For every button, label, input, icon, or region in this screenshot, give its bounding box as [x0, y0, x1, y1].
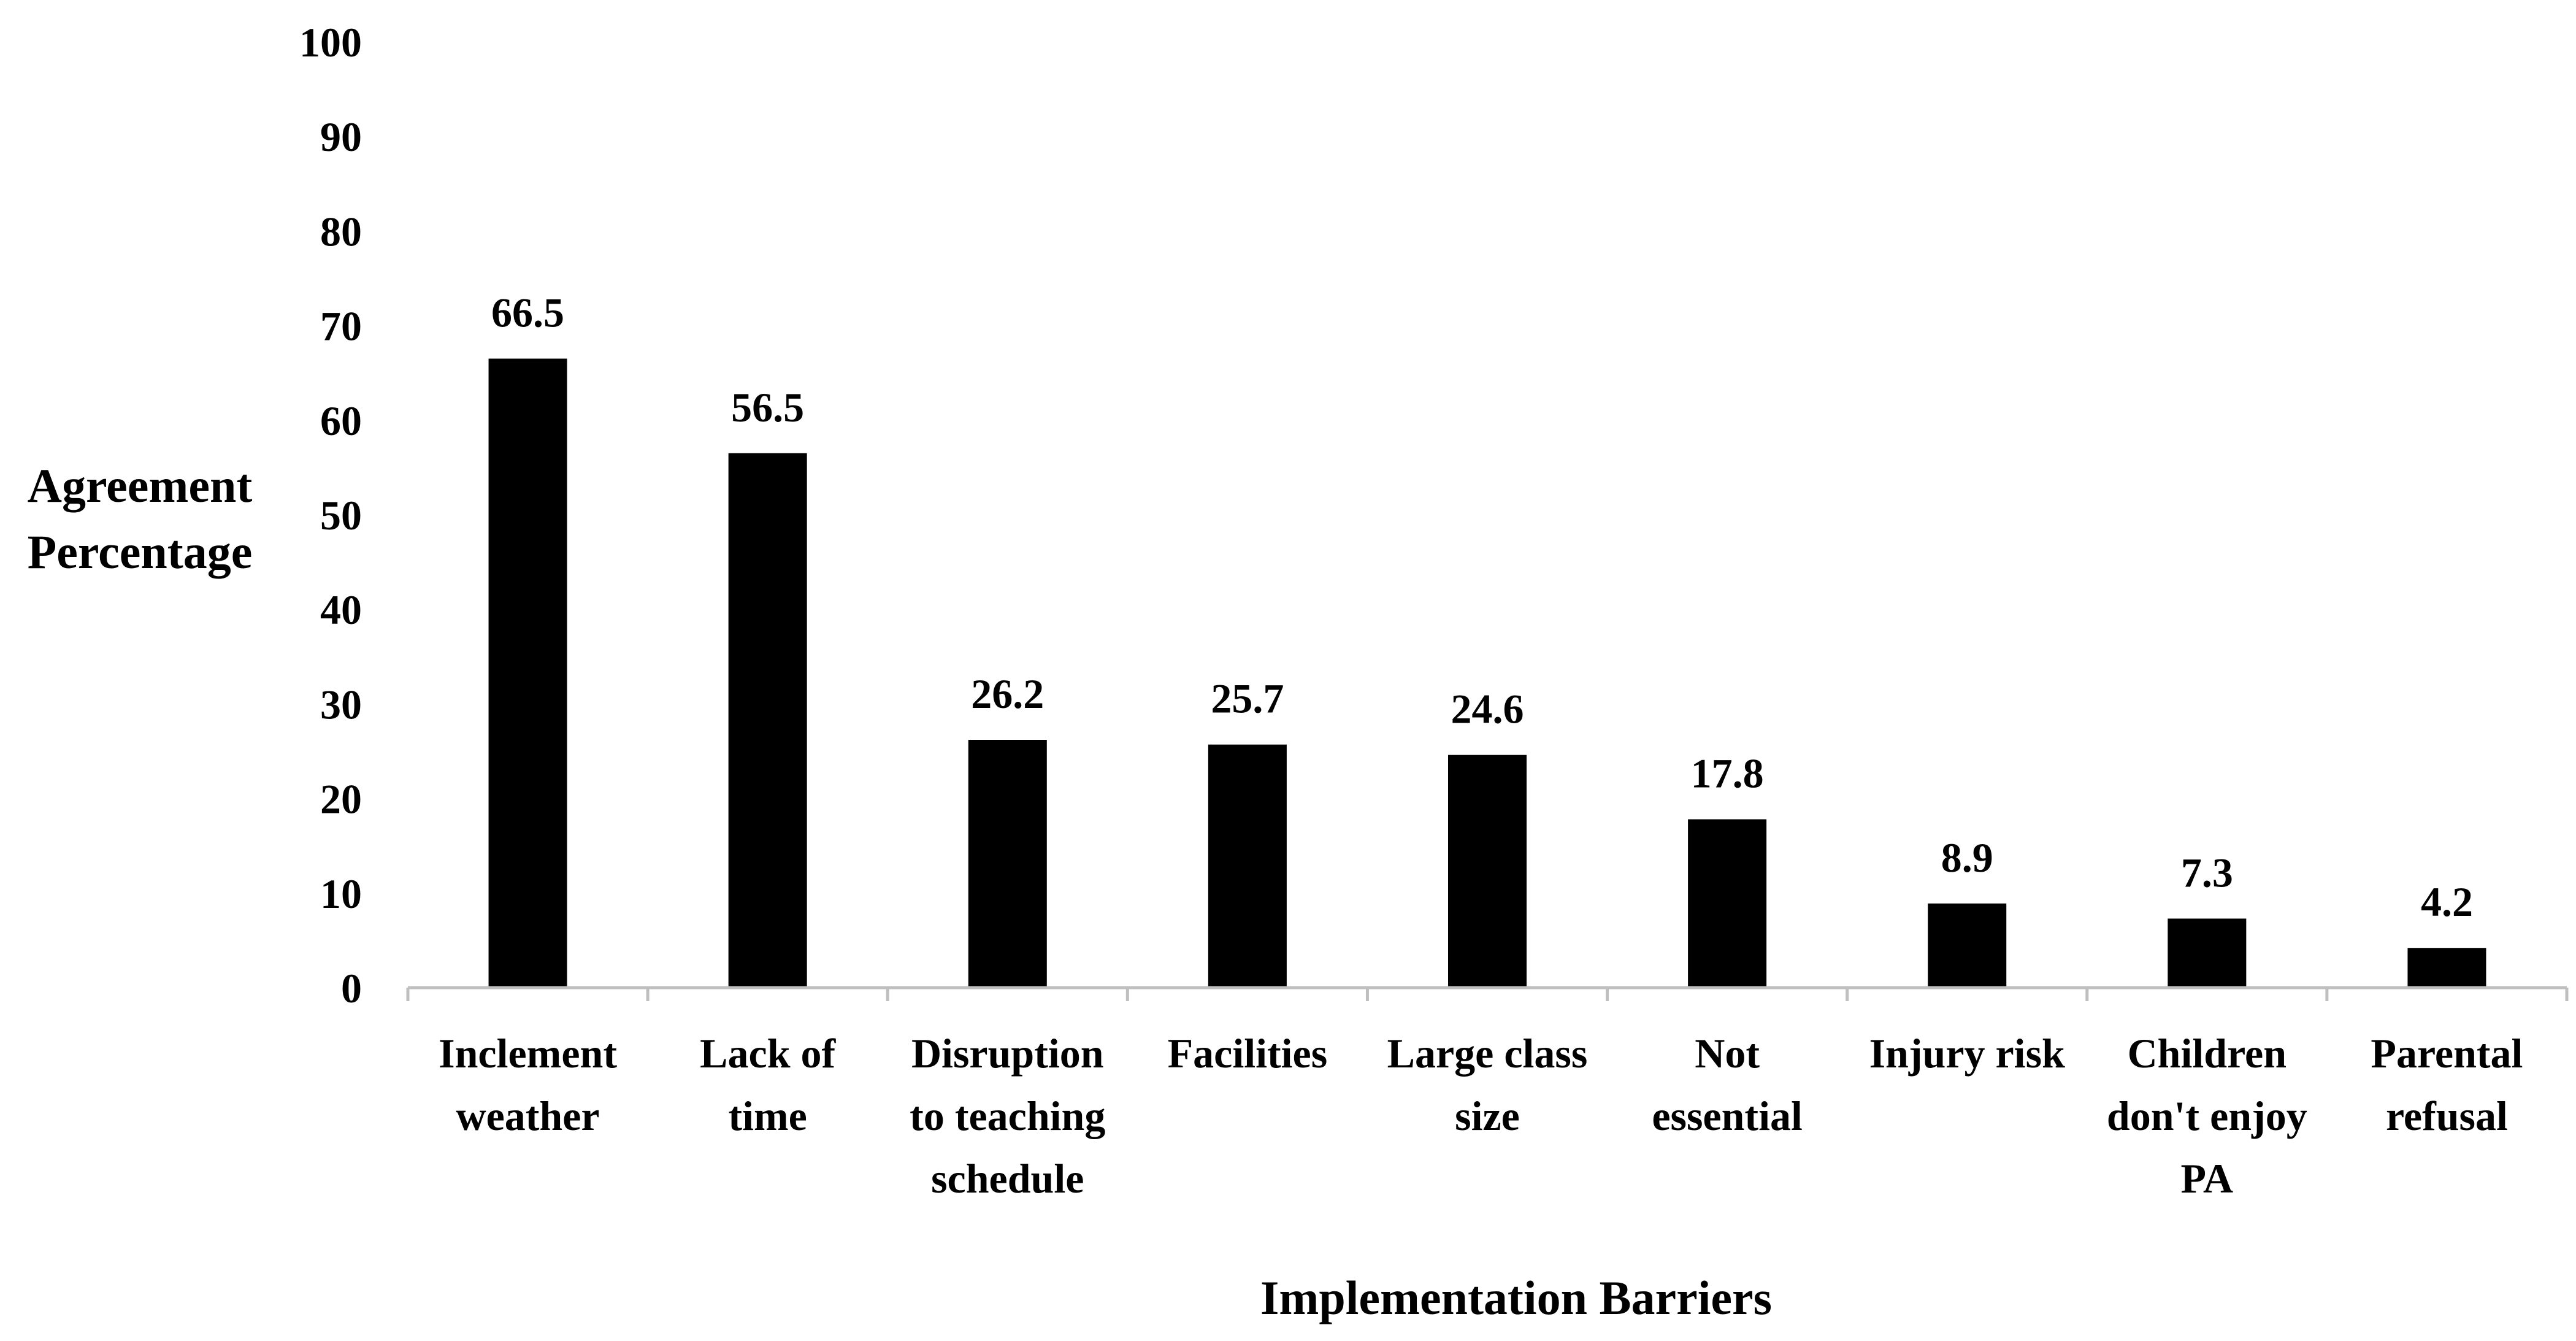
bar — [2168, 918, 2247, 988]
data-label: 25.7 — [1211, 675, 1284, 722]
bar — [2407, 948, 2486, 988]
y-axis-ticks: 0 10 20 30 40 50 60 70 80 90 100 — [299, 19, 362, 1012]
y-tick-label: 10 — [320, 870, 362, 917]
y-tick-label: 50 — [320, 492, 362, 539]
x-category-label: Children don't enjoy PA — [2107, 1030, 2307, 1202]
bar — [968, 739, 1047, 988]
bar — [488, 358, 567, 988]
data-label: 24.6 — [1451, 686, 1524, 732]
y-tick-label: 0 — [341, 965, 362, 1012]
y-tick-label: 30 — [320, 681, 362, 728]
x-category-label: Disruption to teaching schedule — [910, 1030, 1105, 1202]
bar — [1208, 744, 1287, 988]
bar — [1448, 755, 1527, 988]
x-category-label: Not essential — [1652, 1030, 1803, 1139]
data-label: 56.5 — [731, 384, 804, 431]
data-label: 26.2 — [971, 670, 1044, 717]
y-tick-label: 60 — [320, 398, 362, 444]
data-label: 7.3 — [2181, 849, 2233, 896]
y-tick-label: 40 — [320, 586, 362, 633]
y-tick-label: 80 — [320, 208, 362, 255]
x-category-label: Facilities — [1168, 1030, 1328, 1077]
bar — [1688, 819, 1767, 988]
x-axis-title: Implementation Barriers — [1260, 1271, 1772, 1324]
data-label: 4.2 — [2421, 878, 2473, 925]
bar — [1928, 903, 2007, 988]
x-axis — [406, 986, 2569, 1001]
y-axis-title: Agreement Percentage — [28, 459, 253, 578]
x-category-label: Inclement weather — [439, 1030, 617, 1139]
data-label: 17.8 — [1691, 750, 1764, 797]
bars — [488, 358, 2486, 988]
data-label: 66.5 — [491, 290, 564, 336]
bar — [728, 453, 807, 988]
y-tick-label: 70 — [320, 303, 362, 350]
x-category-label: Large class size — [1387, 1030, 1588, 1139]
y-tick-label: 20 — [320, 776, 362, 823]
data-labels: 66.5 56.5 26.2 25.7 24.6 17.8 8.9 7.3 4.2 — [491, 290, 2473, 926]
x-category-label: Parental refusal — [2371, 1030, 2523, 1139]
data-label: 8.9 — [1941, 834, 1993, 881]
y-tick-label: 100 — [299, 19, 362, 66]
x-axis-category-labels: Inclement weather Lack of time Disruption to … — [439, 1030, 2523, 1202]
y-tick-label: 90 — [320, 113, 362, 160]
x-category-label: Lack of time — [700, 1030, 836, 1139]
x-category-label: Injury risk — [1869, 1030, 2065, 1077]
